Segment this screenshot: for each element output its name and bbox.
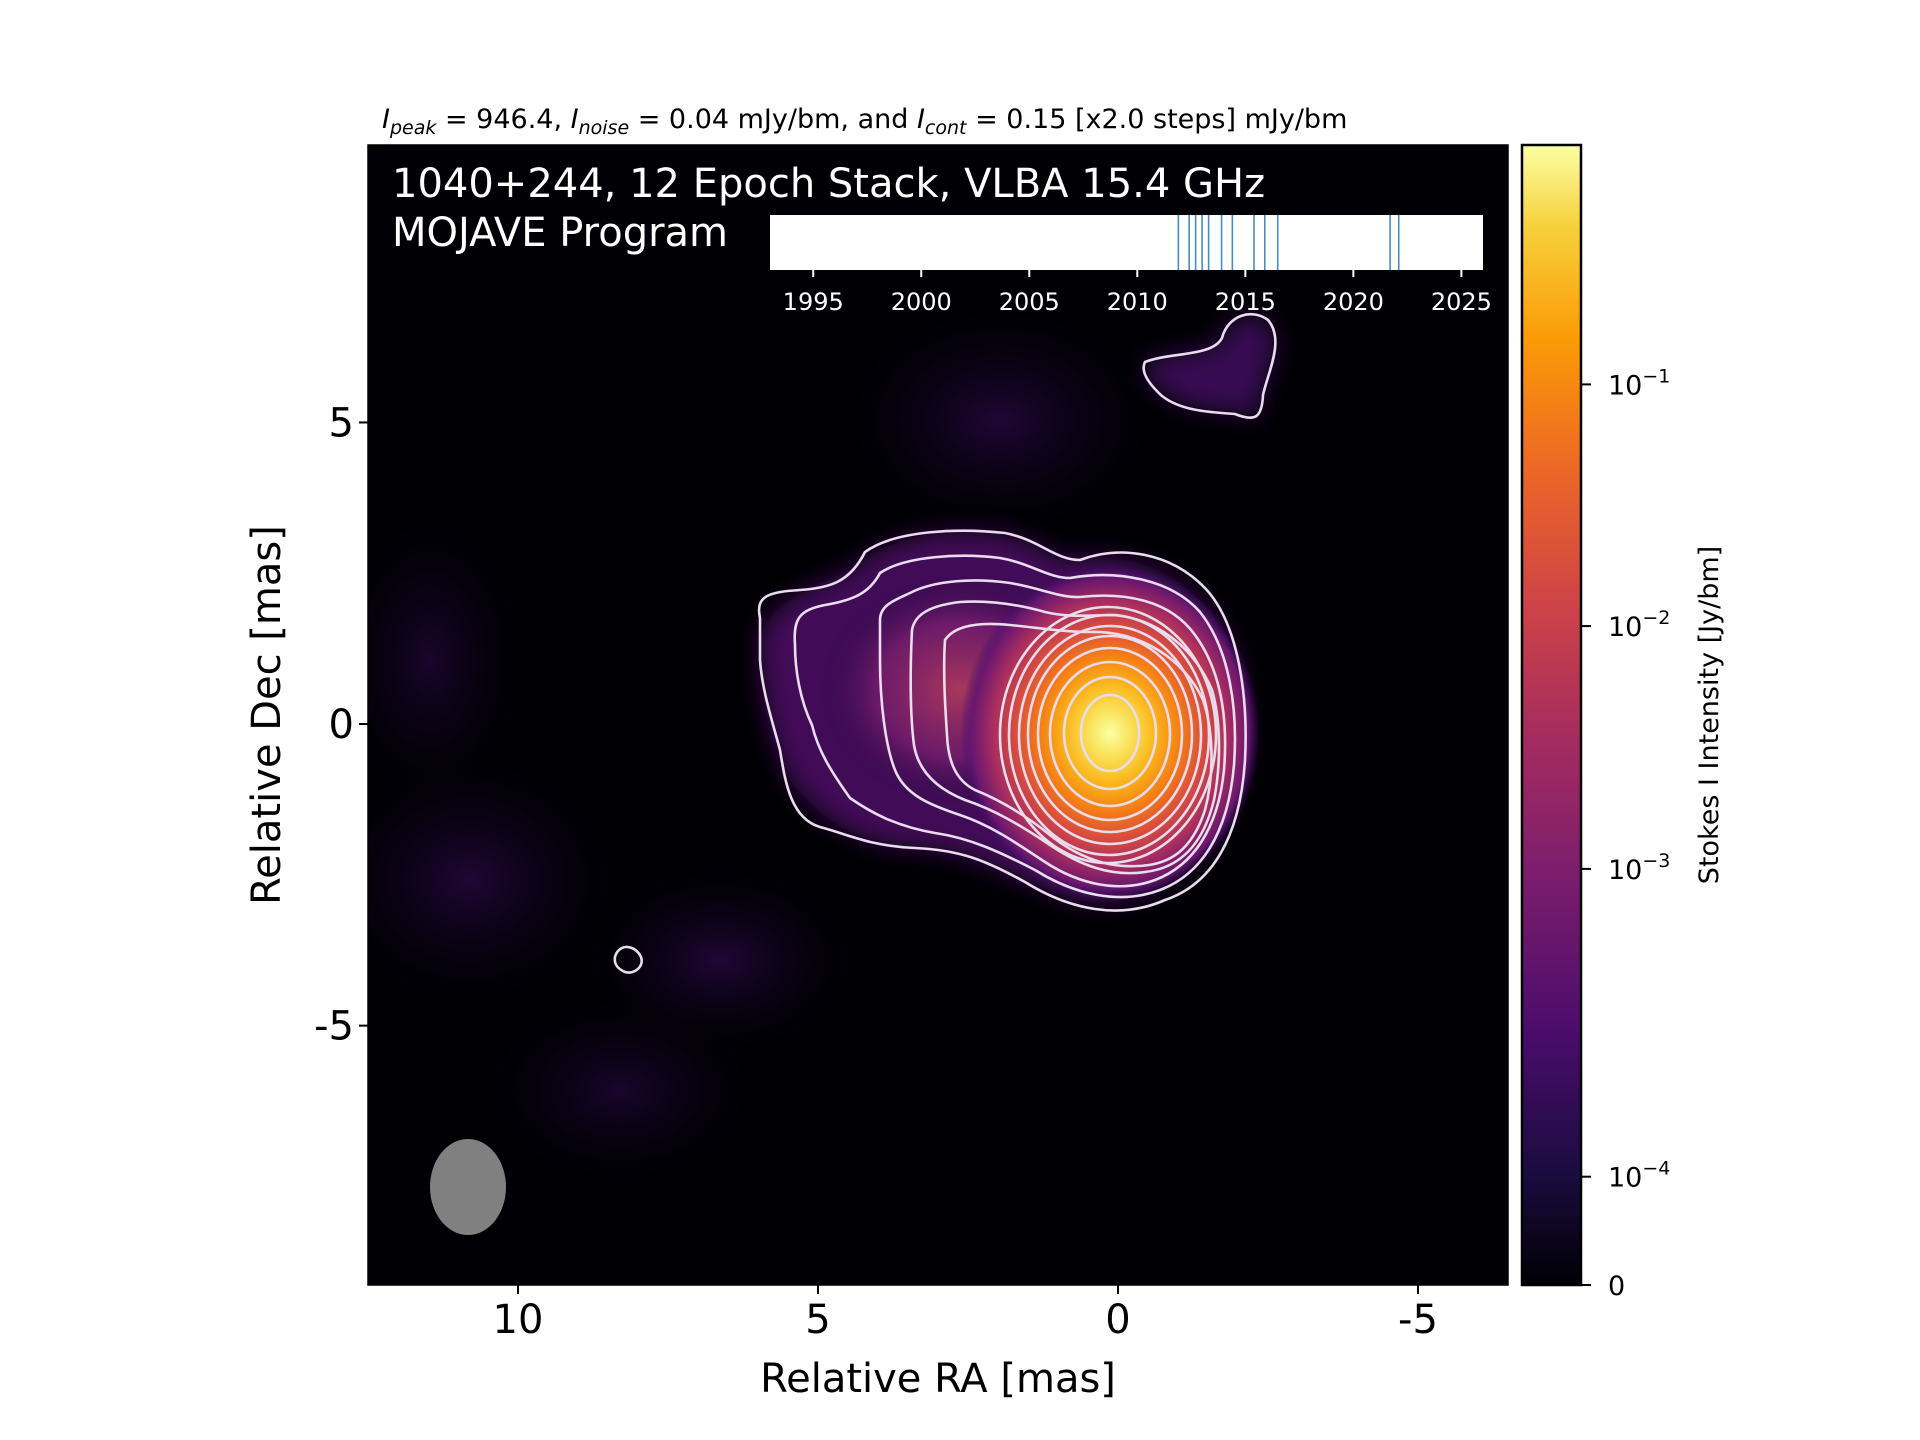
contour-level bbox=[757, 529, 1247, 912]
epoch-timeline-box bbox=[770, 215, 1483, 270]
colorbar-tick-label: 0 bbox=[1608, 1271, 1625, 1302]
peak-subscript: peak bbox=[389, 117, 437, 139]
contour-level bbox=[1026, 634, 1194, 834]
cont-symbol: I bbox=[917, 104, 925, 135]
beam-ellipse bbox=[430, 1139, 506, 1235]
overlay-title-line2: MOJAVE Program bbox=[392, 210, 728, 256]
contour-level bbox=[1079, 693, 1141, 773]
contour-level bbox=[1036, 646, 1184, 822]
peak-value: = 946.4, bbox=[436, 104, 570, 135]
contour-level bbox=[1048, 660, 1172, 808]
y-axis-label: Relative Dec [mas] bbox=[244, 525, 290, 905]
colorbar-tick-label: 10−1 bbox=[1608, 365, 1670, 401]
noise-haze bbox=[490, 1000, 750, 1180]
north-feature-emission bbox=[1143, 316, 1276, 417]
contour-level bbox=[998, 605, 1218, 865]
contour-level bbox=[909, 600, 1221, 875]
contour-level bbox=[1142, 312, 1277, 419]
cont-value: = 0.15 [x2.0 steps] mJy/bm bbox=[966, 104, 1347, 135]
epoch-timeline: 1995 2000 2005 2010 2015 2020 2025 bbox=[770, 215, 1492, 316]
x-tick-label: 5 bbox=[805, 1297, 830, 1343]
colorbar-tick-label: 10−4 bbox=[1608, 1158, 1670, 1194]
colorbar-label: Stokes I Intensity [Jy/bm] bbox=[1694, 546, 1725, 884]
contour-level bbox=[613, 945, 643, 974]
noise-haze bbox=[368, 520, 520, 800]
epoch-tick-label: 2000 bbox=[891, 288, 952, 316]
plot-frame bbox=[367, 144, 1509, 1286]
overlay-title-line1: 1040+244, 12 Epoch Stack, VLBA 15.4 GHz bbox=[392, 161, 1265, 207]
contour-level bbox=[1007, 613, 1211, 857]
colorbar-tick-label: 10−3 bbox=[1608, 850, 1670, 886]
noise-subscript: noise bbox=[579, 117, 630, 139]
noise-haze bbox=[368, 760, 610, 1000]
cont-subscript: cont bbox=[925, 117, 968, 139]
contour-level bbox=[942, 622, 1213, 868]
epoch-tick-label: 2015 bbox=[1215, 288, 1276, 316]
intensity-map bbox=[368, 310, 1276, 1180]
contour-level bbox=[1062, 675, 1158, 791]
noise-haze bbox=[850, 310, 1150, 530]
noise-value: = 0.04 mJy/bm, and bbox=[629, 104, 917, 135]
x-axis-label: Relative RA [mas] bbox=[760, 1356, 1116, 1402]
contour-level bbox=[793, 554, 1237, 899]
x-tick-label: -5 bbox=[1398, 1297, 1438, 1343]
contour-level bbox=[878, 579, 1227, 888]
epoch-tick-label: 2025 bbox=[1431, 288, 1492, 316]
epoch-tick-label: 1995 bbox=[783, 288, 844, 316]
colorbar-ticks: 0 10−4 10−3 10−2 10−1 bbox=[1581, 365, 1670, 1302]
epoch-lines bbox=[1177, 215, 1400, 270]
noise-symbol: I bbox=[571, 104, 579, 135]
y-axis: 5 0 -5 bbox=[314, 400, 368, 1050]
colorbar-gradient bbox=[1520, 143, 1583, 1287]
contour-level bbox=[1017, 624, 1203, 846]
colorbar: 0 10−4 10−3 10−2 10−1 Stokes I Intensity [Jy… bbox=[1520, 143, 1725, 1302]
y-tick-label: 5 bbox=[329, 400, 354, 446]
epoch-tick-label: 2005 bbox=[999, 288, 1060, 316]
epoch-tick-label: 2020 bbox=[1323, 288, 1384, 316]
colorbar-tick-label: 10−2 bbox=[1608, 607, 1670, 643]
x-axis: 10 5 0 -5 bbox=[493, 1285, 1438, 1343]
x-tick-label: 10 bbox=[493, 1297, 544, 1343]
contours bbox=[613, 312, 1277, 974]
epoch-ticks: 1995 2000 2005 2010 2015 2020 2025 bbox=[783, 270, 1492, 316]
peak-symbol: I bbox=[382, 104, 390, 135]
header-stats: Ipeak = 946.4, Inoise = 0.04 mJy/bm, and… bbox=[382, 104, 1347, 139]
y-tick-label: 0 bbox=[329, 702, 354, 748]
epoch-tick-label: 2010 bbox=[1107, 288, 1168, 316]
x-tick-label: 0 bbox=[1105, 1297, 1130, 1343]
image-panel: 1040+244, 12 Epoch Stack, VLBA 15.4 GHz … bbox=[367, 144, 1509, 1286]
y-tick-label: -5 bbox=[314, 1004, 354, 1050]
